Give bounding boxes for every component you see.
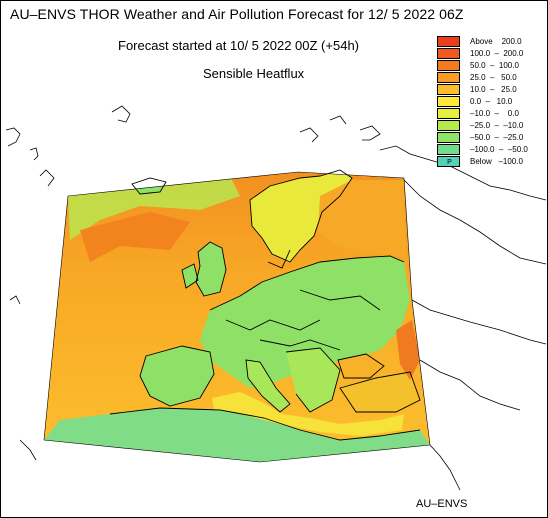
legend-item: 100.0 – 200.0 (437, 48, 543, 60)
forecast-start-subtitle: Forecast started at 10/ 5 2022 00Z (+54h… (118, 38, 360, 53)
legend-swatch (437, 96, 460, 107)
legend-swatch (437, 48, 460, 59)
caspian-region (396, 320, 420, 380)
iberia-land (140, 346, 214, 406)
legend-swatch-label: P (447, 159, 452, 166)
legend-swatch (437, 60, 460, 71)
mediterranean-sea (212, 392, 404, 436)
legend-item: –50.0 – –25.0 (437, 132, 543, 144)
legend-swatch (437, 144, 460, 155)
continental-europe-land (200, 256, 410, 388)
atlantic-cool-patch (80, 212, 190, 262)
page-title: AU–ENVS THOR Weather and Air Pollution F… (10, 6, 464, 22)
credit-label: AU–ENVS (416, 498, 468, 510)
north-atlantic-band (68, 176, 240, 240)
legend-swatch (437, 108, 460, 119)
legend-swatch (437, 84, 460, 95)
legend-item: –10.0 – 0.0 (437, 108, 543, 120)
legend-swatch (437, 72, 460, 83)
legend-label: 100.0 – 200.0 (470, 49, 524, 58)
legend-item: 25.0 – 50.0 (437, 72, 543, 84)
turkey-land (340, 372, 420, 412)
coastlines (109, 169, 421, 441)
legend-item: P Below –100.0 (437, 156, 543, 168)
legend: Above 200.0 100.0 – 200.0 50.0 – 100.0 25.0… (437, 36, 543, 168)
british-isles-land (196, 242, 226, 296)
legend-label: Below –100.0 (470, 157, 523, 166)
field-name: Sensible Heatflux (203, 66, 305, 81)
legend-item: 0.0 – 10.0 (437, 96, 543, 108)
legend-label: 50.0 – 100.0 (470, 61, 519, 70)
legend-label: 0.0 – 10.0 (470, 97, 513, 106)
legend-label: –100.0 – –50.0 (470, 145, 528, 154)
legend-label: Above 200.0 (470, 37, 522, 46)
black-sea (338, 354, 384, 378)
legend-swatch (437, 36, 460, 47)
legend-item: 10.0 – 25.0 (437, 84, 543, 96)
outer-coastlines (5, 105, 547, 491)
legend-swatch (437, 132, 460, 143)
russia-land (318, 180, 406, 256)
legend-swatch: P (437, 156, 460, 167)
legend-item: 50.0 – 100.0 (437, 60, 543, 72)
balkans-land (286, 348, 340, 412)
legend-swatch (437, 120, 460, 131)
legend-item: –100.0 – –50.0 (437, 144, 543, 156)
legend-label: –25.0 – –10.0 (470, 121, 524, 130)
italy-land (246, 360, 290, 412)
legend-item: Above 200.0 (437, 36, 543, 48)
north-africa-land (44, 408, 430, 462)
legend-label: 25.0 – 50.0 (470, 73, 517, 82)
legend-label: –50.0 – –25.0 (470, 133, 524, 142)
legend-label: 10.0 – 25.0 (470, 85, 517, 94)
domain-outline (43, 171, 431, 463)
ireland-land (182, 264, 198, 288)
legend-item: –25.0 – –10.0 (437, 120, 543, 132)
legend-label: –10.0 – 0.0 (470, 109, 519, 118)
